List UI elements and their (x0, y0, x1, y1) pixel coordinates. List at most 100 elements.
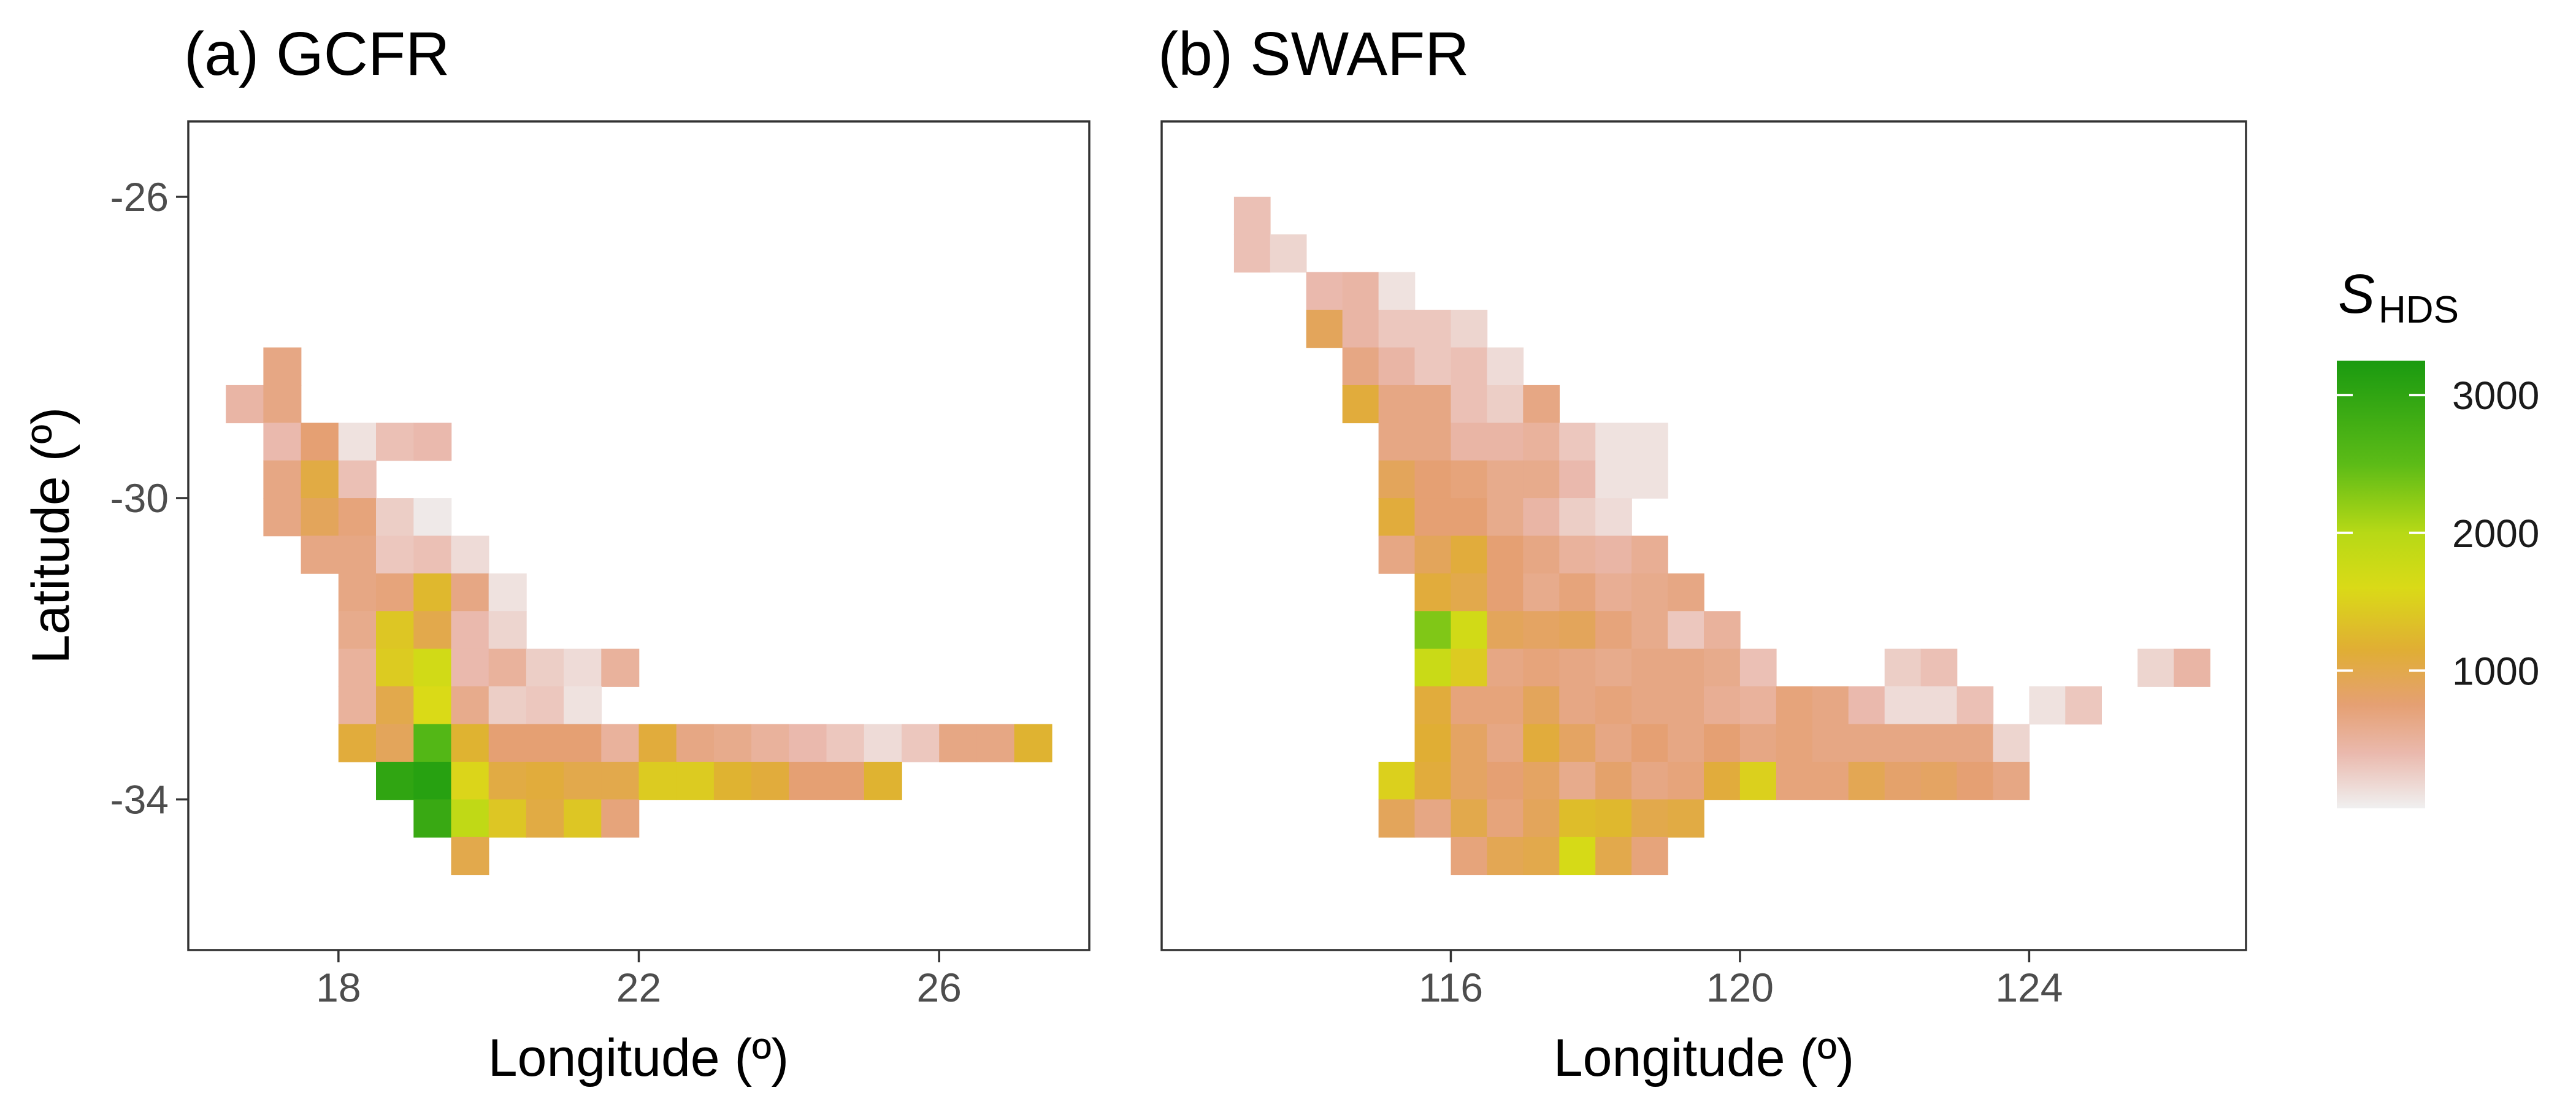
heatmap-cell (1993, 724, 2030, 762)
heatmap-cell (263, 347, 302, 386)
x-tick-label: 116 (1419, 965, 1483, 1010)
heatmap-cell (1704, 724, 1741, 762)
heatmap-cell (1595, 460, 1632, 499)
heatmap-cell (676, 724, 715, 762)
y-tick-label: -34 (110, 776, 169, 822)
heatmap-cell (1487, 498, 1524, 537)
heatmap-cell (338, 498, 377, 537)
heatmap-cell (376, 686, 414, 725)
heatmap-cell (1739, 762, 1777, 800)
heatmap-cell (1523, 423, 1560, 461)
heatmap-cell (1776, 724, 1813, 762)
heatmap-cell (301, 498, 339, 537)
heatmap-cell (376, 648, 414, 687)
heatmap-cell (413, 686, 452, 725)
heatmap-cell (1631, 762, 1668, 800)
legend-tick-label: 2000 (2452, 512, 2539, 556)
heatmap-cell (413, 762, 452, 800)
heatmap-cell (1884, 686, 1922, 725)
heatmap-cell (1884, 724, 1922, 762)
heatmap-cell (1631, 535, 1668, 574)
heatmap-cell (1595, 611, 1632, 650)
heatmap-cell (2137, 648, 2174, 687)
heatmap-cell (1451, 460, 1488, 499)
heatmap-cell (488, 686, 527, 725)
heatmap-cell (1342, 347, 1379, 386)
heatmap-cell (1378, 385, 1416, 424)
heatmap-cell (1812, 762, 1849, 800)
heatmap-cell (1631, 837, 1668, 875)
heatmap-cell (1414, 423, 1452, 461)
y-axis-gcfr: -26 -30 -34 (110, 174, 188, 822)
heatmap-cell (1595, 648, 1632, 687)
heatmap-cell (1414, 535, 1452, 574)
heatmap-cell (1920, 762, 1958, 800)
heatmap-cell (413, 799, 452, 838)
heatmap-cell (1233, 196, 1271, 235)
heatmap-cell (1812, 686, 1849, 725)
heatmap-cell (1378, 272, 1416, 310)
heatmap-cell (1414, 686, 1452, 725)
heatmap-cell (1631, 423, 1668, 461)
heatmap-cell (601, 762, 640, 800)
legend-tick-label: 1000 (2452, 649, 2539, 693)
heatmap-cell (1378, 762, 1416, 800)
heatmap-cell (1487, 648, 1524, 687)
legend-title: SHDS (2338, 264, 2459, 331)
heatmap-cell (376, 535, 414, 574)
heatmap-cell (1378, 535, 1416, 574)
panel-swafr: (b) SWAFR 116 120 124 Longitude (º) (1158, 20, 2247, 1087)
heatmap-cell (1668, 762, 1704, 800)
heatmap-cell (1704, 686, 1741, 725)
heatmap-cell (526, 686, 564, 725)
heatmap-cell (1451, 648, 1488, 687)
heatmap-cell (1523, 611, 1560, 650)
heatmap-cell (864, 762, 902, 800)
heatmap-cell (488, 573, 527, 612)
heatmap-cell (1451, 310, 1488, 348)
heatmap-cell (1559, 460, 1596, 499)
heatmap-cell (1595, 837, 1632, 875)
heatmap-cell (263, 498, 302, 537)
heatmap-cell (1559, 724, 1596, 762)
heatmap-cell (451, 724, 489, 762)
heatmap-cell (376, 762, 414, 800)
heatmap-cell (1014, 724, 1052, 762)
heatmap-cell (789, 762, 827, 800)
heatmap-cell (939, 724, 978, 762)
panel-title-gcfr: (a) GCFR (184, 20, 450, 88)
heatmap-cell (301, 460, 339, 499)
heatmap-cell (1451, 535, 1488, 574)
heatmap-cell (413, 648, 452, 687)
heatmap-cell (789, 724, 827, 762)
heatmap-cell (751, 762, 790, 800)
legend-colorbar (2337, 361, 2425, 808)
heatmap-cell (413, 423, 452, 461)
heatmap-cell (1595, 535, 1632, 574)
heatmap-cell (1559, 799, 1596, 838)
heatmap-cell (1342, 310, 1379, 348)
heatmap-cell (526, 648, 564, 687)
heatmap-cell (826, 762, 865, 800)
heatmap-cell (1776, 762, 1813, 800)
x-axis-swafr: 116 120 124 (1419, 950, 2063, 1010)
x-axis-gcfr: 18 22 26 (316, 950, 962, 1010)
heatmap-cell (1523, 573, 1560, 612)
heatmap-cell (1920, 724, 1958, 762)
heatmap-cells-gcfr (226, 347, 1052, 875)
heatmap-cell (1704, 648, 1741, 687)
heatmap-cell (1559, 535, 1596, 574)
heatmap-cell (1414, 573, 1452, 612)
legend-tick-label: 3000 (2452, 374, 2539, 418)
heatmap-cell (376, 611, 414, 650)
heatmap-cell (1920, 648, 1958, 687)
heatmap-cell (413, 611, 452, 650)
heatmap-cell (1595, 686, 1632, 725)
heatmap-cell (564, 799, 602, 838)
heatmap-cell (713, 724, 752, 762)
x-axis-title-swafr: Longitude (º) (1554, 1029, 1854, 1087)
heatmap-cell (1487, 837, 1524, 875)
heatmap-cell (1414, 498, 1452, 537)
heatmap-cell (1270, 234, 1307, 273)
heatmap-cell (1739, 648, 1777, 687)
